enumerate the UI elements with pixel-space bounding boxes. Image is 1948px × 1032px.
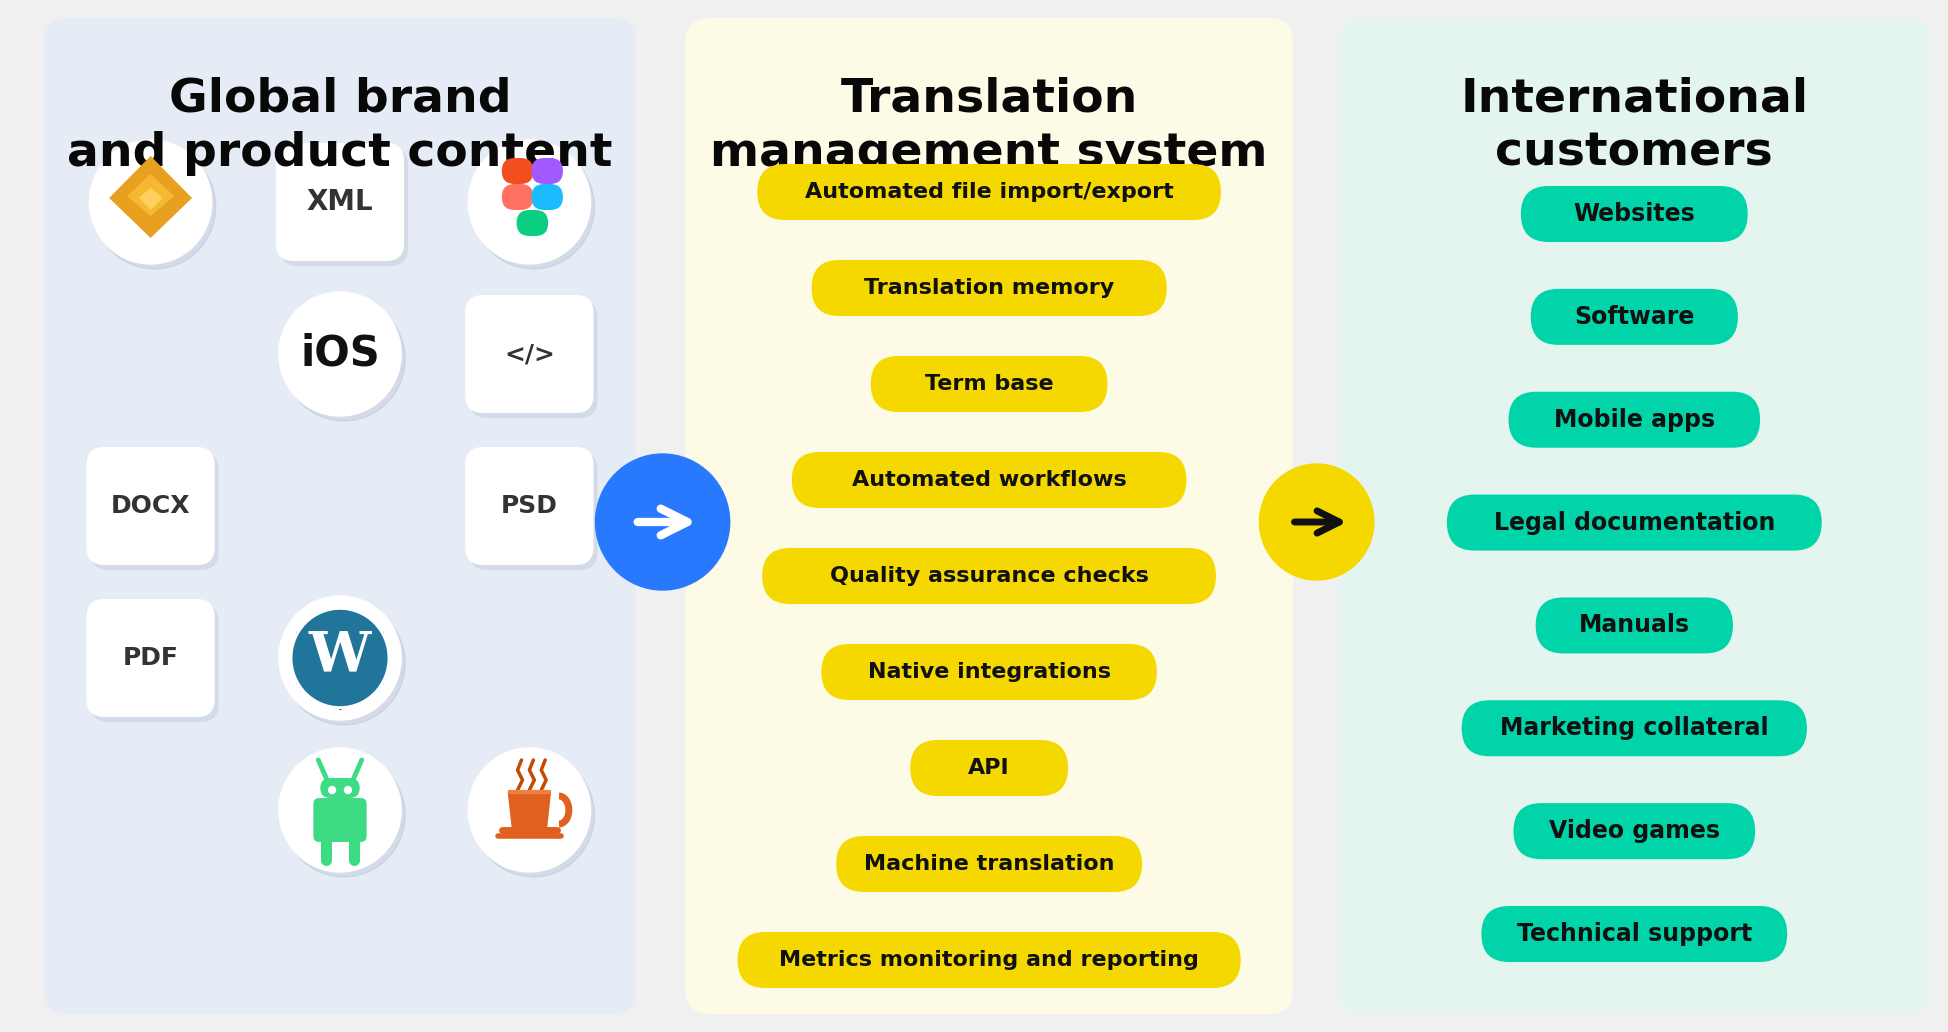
- Text: International
customers: International customers: [1461, 77, 1808, 175]
- Text: PDF: PDF: [123, 646, 179, 670]
- Text: Mobile apps: Mobile apps: [1555, 408, 1714, 431]
- Circle shape: [468, 748, 590, 872]
- FancyBboxPatch shape: [822, 644, 1157, 700]
- FancyBboxPatch shape: [86, 599, 214, 717]
- Text: Machine translation: Machine translation: [863, 854, 1114, 874]
- Circle shape: [94, 146, 216, 269]
- Text: Metrics monitoring and reporting: Metrics monitoring and reporting: [779, 950, 1200, 970]
- Text: Global brand
and product content: Global brand and product content: [68, 77, 614, 175]
- Text: XML: XML: [306, 188, 374, 216]
- Polygon shape: [109, 156, 193, 238]
- Circle shape: [282, 753, 405, 877]
- FancyBboxPatch shape: [1338, 18, 1930, 1014]
- FancyBboxPatch shape: [1508, 392, 1761, 448]
- Text: Legal documentation: Legal documentation: [1494, 511, 1775, 535]
- Circle shape: [279, 596, 401, 720]
- FancyBboxPatch shape: [469, 300, 598, 418]
- FancyBboxPatch shape: [910, 740, 1068, 796]
- Circle shape: [468, 140, 590, 264]
- Circle shape: [279, 748, 401, 872]
- FancyBboxPatch shape: [86, 447, 214, 565]
- Circle shape: [279, 292, 401, 416]
- FancyBboxPatch shape: [738, 932, 1241, 988]
- FancyBboxPatch shape: [503, 158, 534, 184]
- FancyBboxPatch shape: [45, 18, 635, 1014]
- Circle shape: [282, 601, 405, 725]
- FancyBboxPatch shape: [1447, 494, 1821, 550]
- Text: DOCX: DOCX: [111, 494, 191, 518]
- FancyBboxPatch shape: [532, 158, 563, 184]
- FancyBboxPatch shape: [90, 452, 218, 570]
- Circle shape: [345, 786, 351, 794]
- Text: Quality assurance checks: Quality assurance checks: [830, 566, 1149, 586]
- Text: Translation
management system: Translation management system: [711, 77, 1268, 175]
- Text: W: W: [310, 628, 372, 683]
- FancyBboxPatch shape: [532, 184, 563, 209]
- FancyBboxPatch shape: [277, 143, 403, 261]
- FancyBboxPatch shape: [812, 260, 1167, 316]
- FancyBboxPatch shape: [1461, 701, 1808, 756]
- FancyBboxPatch shape: [836, 836, 1142, 892]
- FancyBboxPatch shape: [762, 548, 1216, 604]
- FancyBboxPatch shape: [503, 184, 534, 209]
- FancyBboxPatch shape: [1535, 598, 1734, 653]
- FancyBboxPatch shape: [466, 295, 594, 413]
- Text: Automated file import/export: Automated file import/export: [805, 182, 1173, 202]
- Circle shape: [471, 146, 594, 269]
- Text: Automated workflows: Automated workflows: [851, 470, 1126, 490]
- Text: Websites: Websites: [1574, 202, 1695, 226]
- FancyBboxPatch shape: [791, 452, 1186, 508]
- FancyBboxPatch shape: [686, 18, 1293, 1014]
- Text: iOS: iOS: [300, 333, 380, 375]
- Text: Software: Software: [1574, 304, 1695, 329]
- Text: Native integrations: Native integrations: [867, 662, 1110, 682]
- FancyBboxPatch shape: [90, 604, 218, 722]
- Circle shape: [596, 454, 730, 590]
- Text: API: API: [968, 757, 1009, 778]
- Circle shape: [90, 140, 212, 264]
- FancyBboxPatch shape: [758, 164, 1221, 220]
- FancyBboxPatch shape: [469, 452, 598, 570]
- FancyBboxPatch shape: [1480, 906, 1786, 962]
- FancyBboxPatch shape: [319, 778, 360, 798]
- FancyBboxPatch shape: [466, 447, 594, 565]
- FancyBboxPatch shape: [516, 209, 547, 236]
- Text: Video games: Video games: [1549, 819, 1720, 843]
- Text: Marketing collateral: Marketing collateral: [1500, 716, 1769, 740]
- FancyBboxPatch shape: [1521, 186, 1747, 241]
- Polygon shape: [127, 174, 173, 216]
- Circle shape: [471, 753, 594, 877]
- Circle shape: [282, 297, 405, 421]
- Text: PSD: PSD: [501, 494, 557, 518]
- Polygon shape: [138, 188, 162, 209]
- Text: </>: </>: [505, 342, 555, 366]
- FancyBboxPatch shape: [871, 356, 1108, 412]
- Text: Manuals: Manuals: [1578, 613, 1689, 638]
- FancyBboxPatch shape: [314, 798, 366, 842]
- Text: Term base: Term base: [925, 374, 1054, 394]
- Polygon shape: [508, 792, 551, 828]
- FancyBboxPatch shape: [1514, 803, 1755, 860]
- Text: Technical support: Technical support: [1517, 922, 1751, 946]
- Circle shape: [1260, 464, 1373, 580]
- Circle shape: [290, 609, 390, 708]
- Circle shape: [329, 786, 335, 794]
- FancyBboxPatch shape: [281, 148, 407, 266]
- Text: Translation memory: Translation memory: [865, 278, 1114, 298]
- FancyBboxPatch shape: [1531, 289, 1738, 345]
